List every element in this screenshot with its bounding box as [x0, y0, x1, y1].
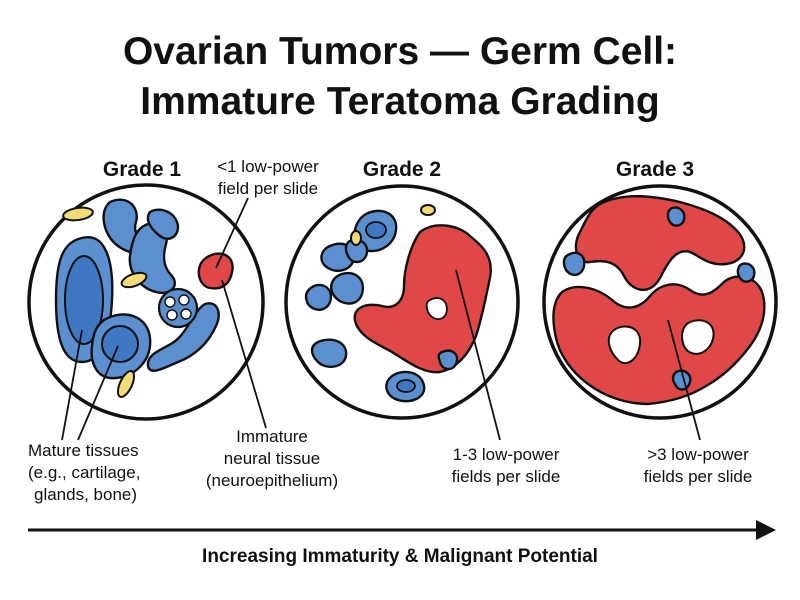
leader-mature-1: [61, 329, 83, 441]
mature-tissue-10: [304, 283, 333, 311]
grade-3-heading: Grade 3: [616, 158, 694, 181]
cartilage-2: [120, 271, 148, 289]
grade-1-callout-line-1: <1 low-power: [217, 157, 319, 176]
mature-label-line-3: glands, bone): [34, 485, 137, 504]
mature-tissue-16: [666, 206, 686, 227]
immature-label-line-3: (neuroepithelium): [206, 471, 338, 490]
stroma-gap-1: [607, 325, 642, 365]
grade-2-heading: Grade 2: [363, 158, 441, 181]
grade-1-callout-line-2: field per slide: [218, 179, 318, 198]
cartilage-3: [116, 370, 136, 398]
immature-focus-grade-1: [197, 252, 234, 290]
immature-lumen: [425, 297, 448, 320]
title-line-2: Immature Teratoma Grading: [140, 80, 659, 123]
leader-grade-1-focus: [215, 197, 249, 269]
grade-2-callout-line-1: 1-3 low-power: [453, 445, 560, 464]
mature-tissue-12: [310, 338, 348, 368]
mature-label-line-2: (e.g., cartilage,: [28, 463, 140, 482]
grade-1-section: [27, 183, 265, 421]
mature-tissue-9: [330, 271, 365, 305]
cartilage-4: [420, 204, 436, 216]
mature-tissue-6: [146, 302, 220, 372]
grade-2-section: [284, 184, 520, 420]
mature-label-line-1: Mature tissues: [28, 441, 139, 460]
immature-label-line-2: neural tissue: [224, 449, 320, 468]
cartilage-5: [350, 230, 362, 246]
mature-tissue-15: [562, 251, 586, 277]
mature-tissue-13-core: [396, 379, 416, 393]
grade-2-callout-line-2: fields per slide: [452, 467, 561, 486]
mature-tissue-14: [437, 349, 459, 371]
title-line-1: Ovarian Tumors — Germ Cell:: [123, 30, 677, 73]
immature-label-line-1: Immature: [236, 427, 308, 446]
grade-3-section: [542, 184, 778, 420]
leader-grade-3: [667, 319, 701, 441]
mature-tissue-1-core: [64, 255, 104, 345]
immature-area-grade-2: [353, 224, 492, 374]
grade-1-heading: Grade 1: [103, 158, 182, 181]
leader-mature-2: [77, 345, 119, 441]
grade-3-callout-line-1: >3 low-power: [647, 445, 749, 464]
grade-3-callout-line-2: fields per slide: [644, 467, 753, 486]
immature-area-grade-3-bottom: [552, 275, 766, 406]
cartilage-1: [62, 206, 94, 222]
mature-tissue-11: [344, 238, 369, 264]
gland-cluster: [157, 287, 199, 329]
mature-tissue-5-core: [101, 325, 139, 363]
mature-tissue-7-core: [365, 221, 387, 239]
mature-tissue-17: [736, 262, 756, 283]
progression-label: Increasing Immaturity & Malignant Potent…: [202, 546, 598, 567]
progression-arrow-head: [756, 520, 776, 540]
stroma-gap-2: [681, 319, 715, 355]
leader-immature: [221, 279, 267, 429]
leader-grade-2: [455, 269, 501, 441]
mature-tissue-4: [146, 208, 180, 240]
